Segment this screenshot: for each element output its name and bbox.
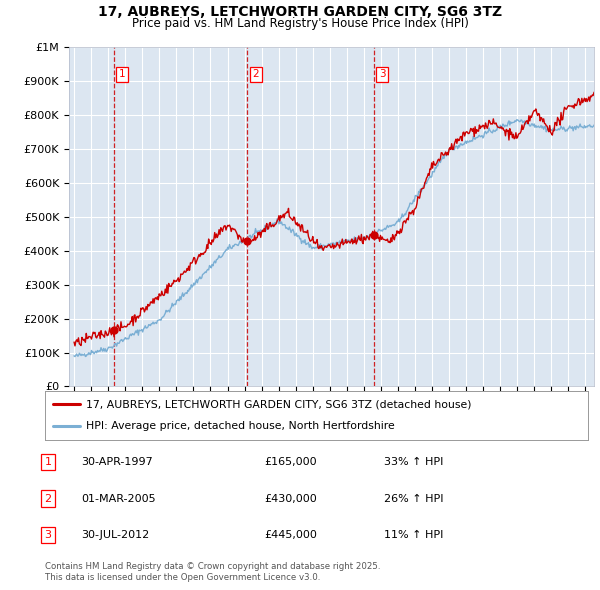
Text: Price paid vs. HM Land Registry's House Price Index (HPI): Price paid vs. HM Land Registry's House … [131, 17, 469, 30]
Text: 30-JUL-2012: 30-JUL-2012 [81, 530, 149, 540]
Text: 1: 1 [119, 70, 125, 79]
Text: 33% ↑ HPI: 33% ↑ HPI [384, 457, 443, 467]
Text: 1: 1 [44, 457, 52, 467]
Text: HPI: Average price, detached house, North Hertfordshire: HPI: Average price, detached house, Nort… [86, 421, 394, 431]
Text: 2: 2 [44, 494, 52, 503]
Text: 17, AUBREYS, LETCHWORTH GARDEN CITY, SG6 3TZ (detached house): 17, AUBREYS, LETCHWORTH GARDEN CITY, SG6… [86, 399, 471, 409]
Text: 01-MAR-2005: 01-MAR-2005 [81, 494, 155, 503]
Text: 26% ↑ HPI: 26% ↑ HPI [384, 494, 443, 503]
Text: 30-APR-1997: 30-APR-1997 [81, 457, 153, 467]
Text: 2: 2 [253, 70, 259, 79]
Text: Contains HM Land Registry data © Crown copyright and database right 2025.
This d: Contains HM Land Registry data © Crown c… [45, 562, 380, 582]
Text: £165,000: £165,000 [264, 457, 317, 467]
Text: £445,000: £445,000 [264, 530, 317, 540]
Text: £430,000: £430,000 [264, 494, 317, 503]
Text: 17, AUBREYS, LETCHWORTH GARDEN CITY, SG6 3TZ: 17, AUBREYS, LETCHWORTH GARDEN CITY, SG6… [98, 5, 502, 19]
Text: 3: 3 [379, 70, 386, 79]
Text: 3: 3 [44, 530, 52, 540]
Text: 11% ↑ HPI: 11% ↑ HPI [384, 530, 443, 540]
